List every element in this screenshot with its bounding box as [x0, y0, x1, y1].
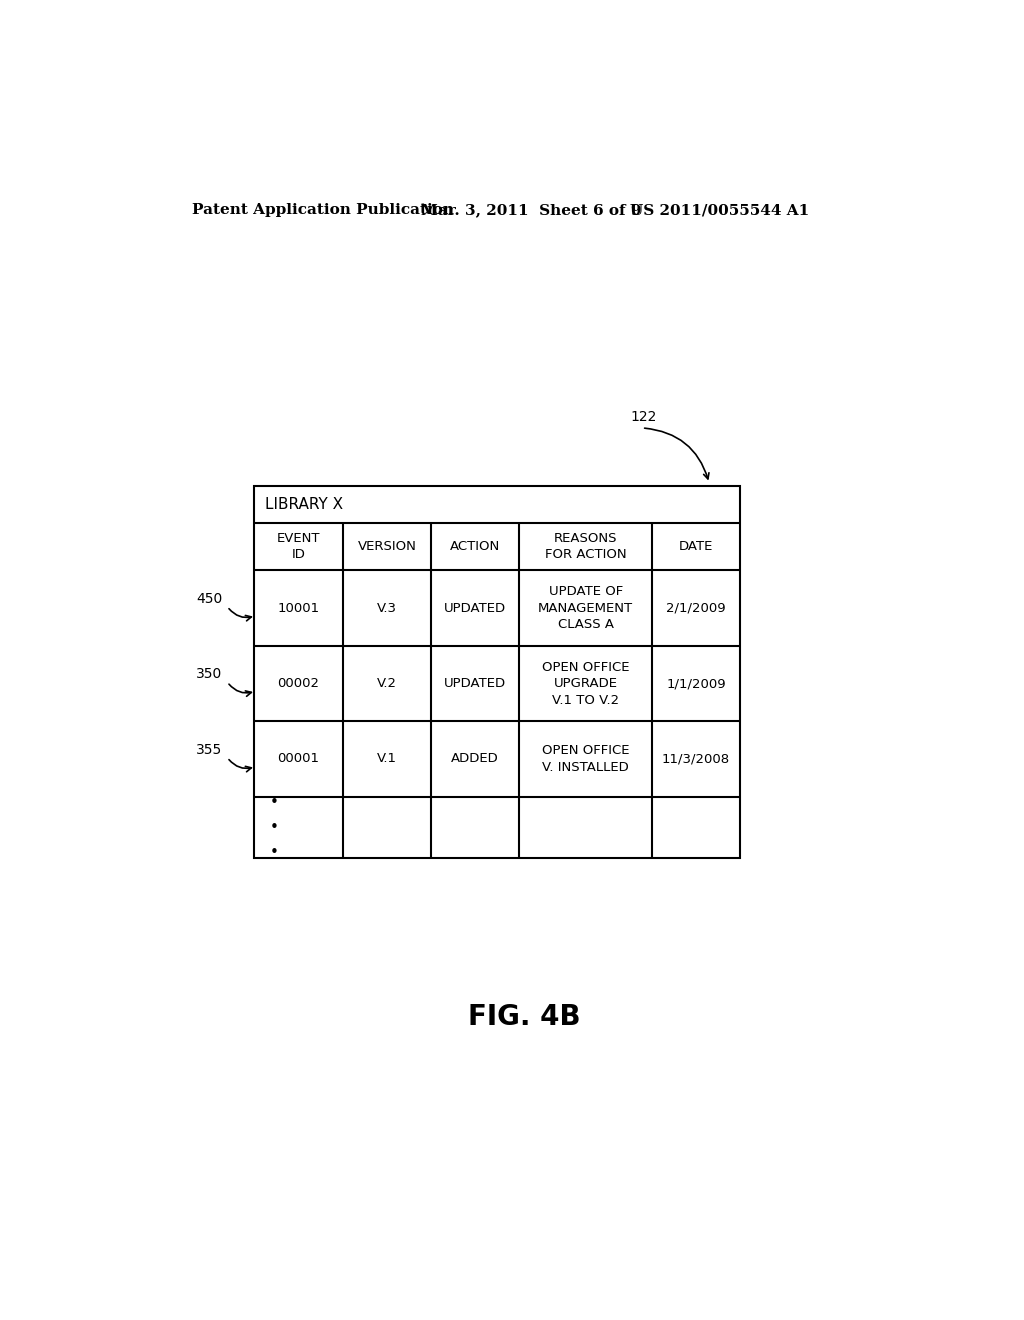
Text: V.3: V.3	[377, 602, 397, 615]
Text: UPDATED: UPDATED	[444, 602, 506, 615]
Text: ACTION: ACTION	[451, 540, 501, 553]
Text: DATE: DATE	[679, 540, 714, 553]
Text: Mar. 3, 2011  Sheet 6 of 9: Mar. 3, 2011 Sheet 6 of 9	[421, 203, 641, 216]
Text: UPDATED: UPDATED	[444, 677, 506, 690]
Text: 00001: 00001	[278, 752, 319, 766]
Text: V.1: V.1	[377, 752, 397, 766]
Text: OPEN OFFICE
UPGRADE
V.1 TO V.2: OPEN OFFICE UPGRADE V.1 TO V.2	[542, 660, 630, 706]
Text: 450: 450	[197, 591, 222, 606]
Text: LIBRARY X: LIBRARY X	[265, 496, 343, 512]
Text: V.2: V.2	[377, 677, 397, 690]
Text: 1/1/2009: 1/1/2009	[667, 677, 726, 690]
Text: 00002: 00002	[278, 677, 319, 690]
Text: UPDATE OF
MANAGEMENT
CLASS A: UPDATE OF MANAGEMENT CLASS A	[538, 585, 633, 631]
Text: 11/3/2008: 11/3/2008	[662, 752, 730, 766]
Text: 10001: 10001	[278, 602, 319, 615]
Text: Patent Application Publication: Patent Application Publication	[191, 203, 454, 216]
Text: 2/1/2009: 2/1/2009	[667, 602, 726, 615]
Text: 122: 122	[630, 411, 656, 424]
Text: US 2011/0055544 A1: US 2011/0055544 A1	[630, 203, 809, 216]
Text: •
•
•: • • •	[270, 796, 279, 859]
Text: OPEN OFFICE
V. INSTALLED: OPEN OFFICE V. INSTALLED	[542, 744, 630, 774]
Text: 350: 350	[197, 668, 222, 681]
Text: 355: 355	[197, 743, 222, 756]
Text: VERSION: VERSION	[357, 540, 417, 553]
Text: REASONS
FOR ACTION: REASONS FOR ACTION	[545, 532, 627, 561]
Text: FIG. 4B: FIG. 4B	[469, 1003, 581, 1031]
Text: EVENT
ID: EVENT ID	[276, 532, 321, 561]
Text: ADDED: ADDED	[452, 752, 499, 766]
